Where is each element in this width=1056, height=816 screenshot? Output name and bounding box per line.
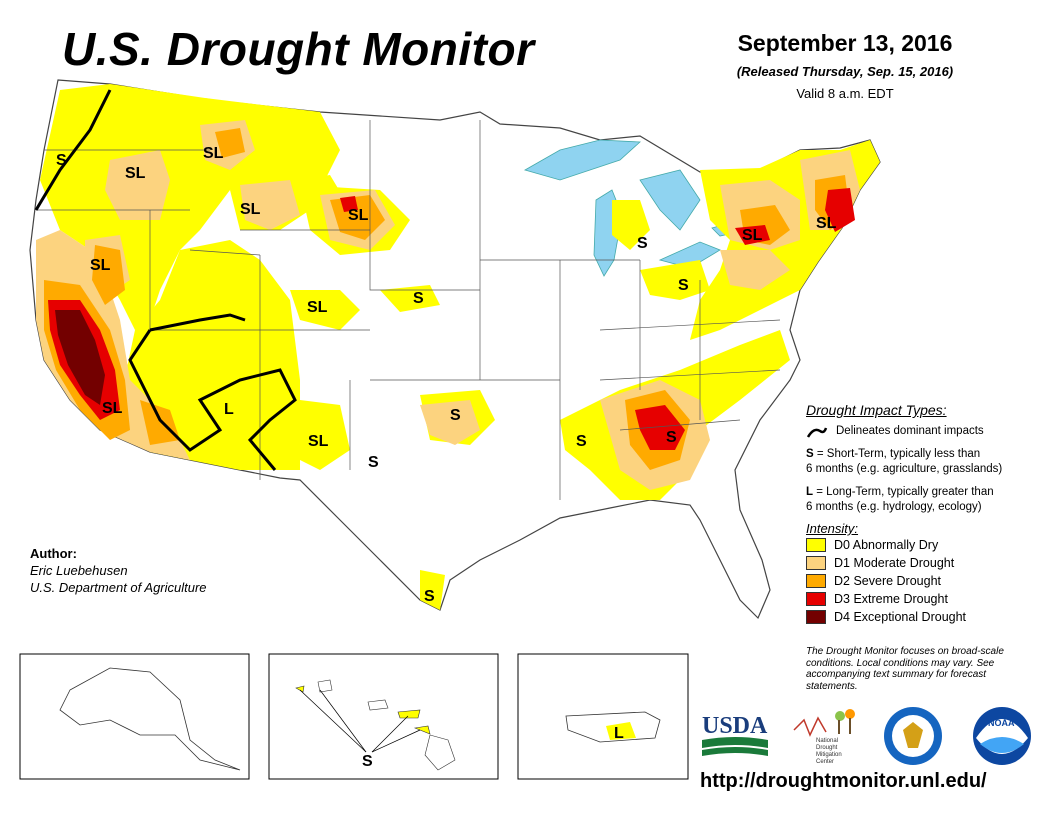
svg-text:S: S xyxy=(678,277,689,294)
impact-title: Drought Impact Types: xyxy=(806,402,947,418)
author-block: Author: Eric Luebehusen U.S. Department … xyxy=(30,545,207,596)
impact-labels: S SL SL SL SL SL SL S S L SL SL S S S S … xyxy=(56,145,837,605)
ndmc-logo: National Drought Mitigation Center xyxy=(793,709,855,765)
intensity-label: D1 Moderate Drought xyxy=(834,556,955,570)
intensity-swatch xyxy=(806,538,826,552)
author-name: Eric Luebehusen xyxy=(30,563,128,578)
line-desc: Delineates dominant impacts xyxy=(836,425,984,437)
website-link[interactable]: http://droughtmonitor.unl.edu/ xyxy=(700,770,987,792)
l-key: L = Long-Term, typically greater than xyxy=(806,485,1046,500)
svg-text:SL: SL xyxy=(90,257,111,274)
svg-text:S: S xyxy=(368,454,379,471)
intensity-label: D4 Exceptional Drought xyxy=(834,610,967,624)
svg-text:SL: SL xyxy=(125,165,146,182)
puerto-rico-inset: L xyxy=(517,653,689,780)
svg-text:S: S xyxy=(576,433,587,450)
l-desc-2: 6 months (e.g. hydrology, ecology) xyxy=(806,501,982,513)
s-desc-1: = Short-Term, typically less than xyxy=(816,448,981,460)
svg-text:SL: SL xyxy=(742,227,763,244)
intensity-label: D0 Abnormally Dry xyxy=(834,538,939,552)
svg-text:USDA: USDA xyxy=(702,713,768,739)
svg-text:Center: Center xyxy=(816,759,834,765)
legend: Drought Impact Types: Delineates dominan… xyxy=(806,402,1046,626)
d4-regions xyxy=(55,310,105,405)
s-key-letter: S xyxy=(806,448,814,460)
svg-text:S: S xyxy=(450,407,461,424)
hawaii-inset: S xyxy=(268,653,499,780)
intensity-list: D0 Abnormally Dry D1 Moderate Drought D2 S… xyxy=(806,536,1046,626)
intensity-swatch xyxy=(806,574,826,588)
intensity-row: D1 Moderate Drought xyxy=(806,554,1046,572)
svg-text:S: S xyxy=(362,753,373,770)
delineation-line-icon xyxy=(806,427,828,438)
svg-text:NOAA: NOAA xyxy=(988,718,1015,728)
svg-text:S: S xyxy=(637,235,648,252)
alaska-inset xyxy=(19,653,250,780)
l-desc-1: = Long-Term, typically greater than xyxy=(816,486,994,498)
svg-text:SL: SL xyxy=(240,201,261,218)
svg-text:S: S xyxy=(56,152,67,169)
svg-text:Mitigation: Mitigation xyxy=(816,752,842,758)
intensity-row: D0 Abnormally Dry xyxy=(806,536,1046,554)
s-key: S = Short-Term, typically less than xyxy=(806,447,1046,462)
author-heading: Author: xyxy=(30,546,77,561)
intensity-swatch xyxy=(806,556,826,570)
intensity-label: D2 Severe Drought xyxy=(834,574,942,588)
intensity-title: Intensity: xyxy=(806,521,859,536)
svg-text:L: L xyxy=(614,725,624,742)
intensity-row: D2 Severe Drought xyxy=(806,572,1046,590)
svg-text:Drought: Drought xyxy=(816,745,838,751)
l-key-letter: L xyxy=(806,486,814,498)
map-date: September 13, 2016 xyxy=(737,30,953,56)
intensity-label: D3 Extreme Drought xyxy=(834,592,948,606)
svg-text:S: S xyxy=(413,290,424,307)
s-desc-2: 6 months (e.g. agriculture, grasslands) xyxy=(806,463,1003,475)
valid-time: Valid 8 a.m. EDT xyxy=(796,86,894,101)
intensity-row: D3 Extreme Drought xyxy=(806,590,1046,608)
svg-text:SL: SL xyxy=(102,400,123,417)
svg-text:L: L xyxy=(224,401,234,418)
svg-text:National: National xyxy=(816,738,838,744)
author-org: U.S. Department of Agriculture xyxy=(30,580,207,595)
great-lakes xyxy=(523,139,757,277)
svg-text:S: S xyxy=(424,588,435,605)
svg-text:SL: SL xyxy=(348,207,369,224)
forecast-note: The Drought Monitor focuses on broad-sca… xyxy=(806,646,1004,692)
line-key: Delineates dominant impacts xyxy=(806,424,1046,439)
intensity-swatch xyxy=(806,610,826,624)
noaa-logo: NOAA xyxy=(973,707,1031,765)
svg-text:SL: SL xyxy=(203,145,224,162)
usda-logo: USDA xyxy=(702,713,768,756)
map-title: U.S. Drought Monitor xyxy=(62,23,535,75)
svg-text:SL: SL xyxy=(816,215,837,232)
svg-text:S: S xyxy=(666,429,677,446)
svg-text:SL: SL xyxy=(307,299,328,316)
intensity-swatch xyxy=(806,592,826,606)
doc-seal xyxy=(884,707,942,765)
intensity-row: D4 Exceptional Drought xyxy=(806,608,1046,626)
release-date: (Released Thursday, Sep. 15, 2016) xyxy=(736,64,954,79)
svg-text:SL: SL xyxy=(308,433,329,450)
impact-boundaries xyxy=(34,89,297,471)
state-boundaries xyxy=(36,120,781,500)
